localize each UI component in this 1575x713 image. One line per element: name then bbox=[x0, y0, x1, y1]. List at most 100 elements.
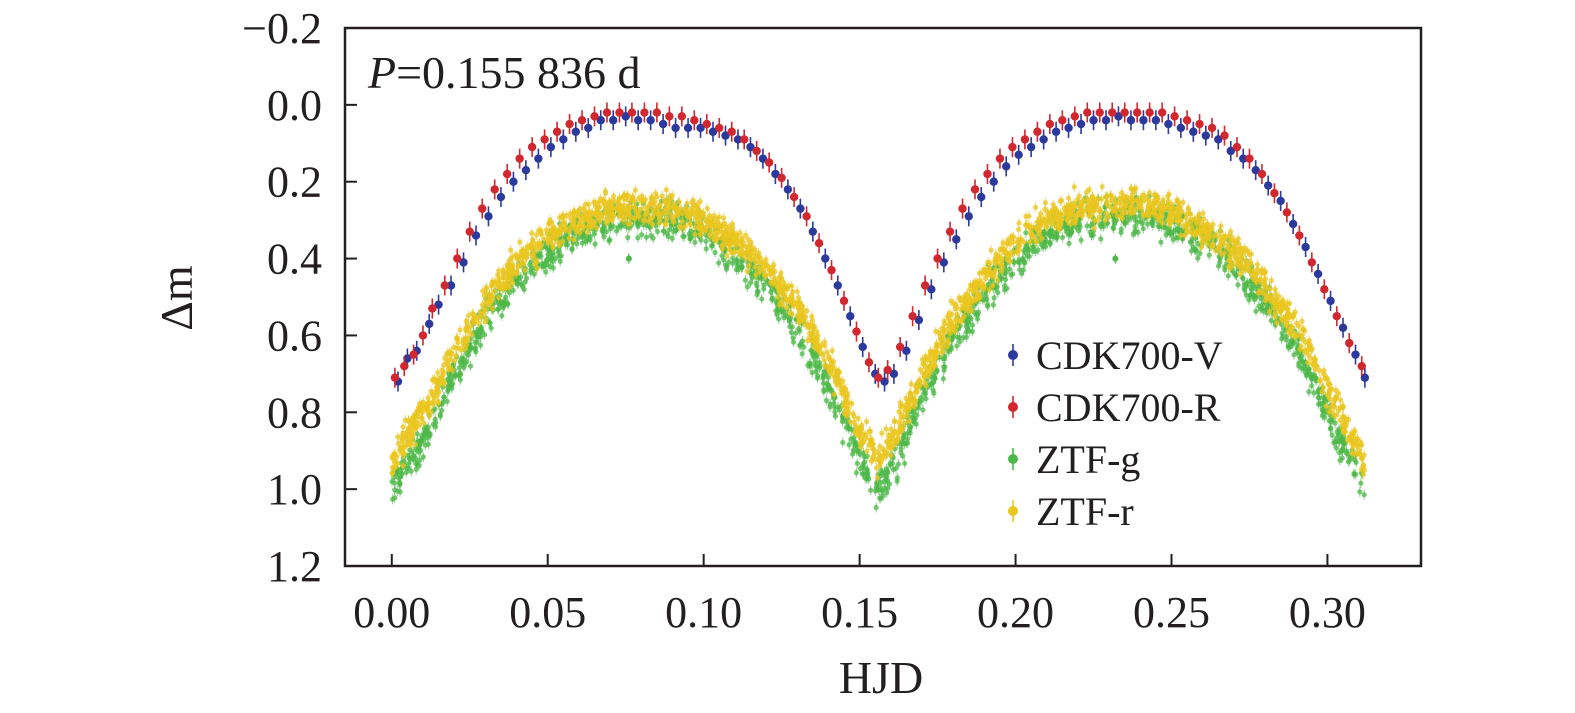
data-point bbox=[776, 316, 782, 322]
data-point bbox=[888, 452, 894, 459]
data-point bbox=[422, 442, 428, 448]
data-point bbox=[467, 363, 474, 369]
data-point bbox=[1332, 420, 1338, 426]
data-point bbox=[1110, 224, 1116, 231]
data-point bbox=[552, 256, 558, 262]
data-point bbox=[930, 387, 936, 393]
data-point bbox=[1169, 231, 1175, 237]
data-point bbox=[1088, 232, 1095, 239]
data-point bbox=[1279, 330, 1285, 336]
data-point bbox=[466, 352, 472, 358]
data-point bbox=[473, 345, 479, 351]
data-point bbox=[812, 358, 819, 365]
data-point bbox=[475, 334, 481, 340]
data-point bbox=[1321, 414, 1328, 421]
data-point bbox=[991, 295, 997, 301]
data-point bbox=[1311, 390, 1317, 396]
data-point bbox=[831, 400, 837, 407]
data-point bbox=[985, 302, 991, 308]
data-point bbox=[1258, 276, 1264, 282]
data-point bbox=[1001, 283, 1008, 289]
data-point bbox=[738, 258, 744, 265]
data-point bbox=[1067, 221, 1074, 227]
data-point bbox=[1328, 418, 1334, 425]
data-point bbox=[408, 468, 414, 474]
data-point bbox=[954, 343, 960, 349]
data-point bbox=[768, 289, 774, 295]
data-point bbox=[796, 326, 802, 332]
data-point bbox=[826, 385, 832, 391]
data-point bbox=[1241, 285, 1247, 291]
data-point bbox=[942, 364, 948, 370]
data-point bbox=[933, 328, 939, 334]
data-point bbox=[861, 465, 867, 471]
data-point bbox=[1322, 398, 1329, 404]
data-point bbox=[519, 283, 526, 289]
data-point bbox=[855, 415, 861, 422]
data-point bbox=[851, 413, 857, 419]
data-point bbox=[421, 420, 427, 426]
data-point bbox=[457, 377, 463, 383]
data-point bbox=[538, 228, 544, 234]
data-point bbox=[1243, 292, 1249, 298]
data-point bbox=[824, 380, 830, 387]
data-point bbox=[999, 275, 1005, 281]
data-point bbox=[748, 271, 755, 277]
data-point bbox=[654, 228, 661, 235]
data-point bbox=[668, 212, 674, 218]
data-point bbox=[922, 391, 928, 397]
data-point bbox=[584, 238, 590, 244]
data-point bbox=[1305, 359, 1311, 366]
data-point bbox=[397, 480, 403, 487]
data-point bbox=[820, 375, 826, 381]
data-point bbox=[692, 231, 698, 238]
data-point bbox=[418, 447, 424, 454]
data-point bbox=[769, 296, 775, 303]
data-point bbox=[397, 474, 404, 480]
data-point bbox=[648, 233, 654, 239]
data-point bbox=[1288, 338, 1294, 344]
data-point bbox=[1097, 214, 1103, 220]
data-point bbox=[407, 447, 413, 453]
data-point bbox=[786, 317, 792, 323]
data-point bbox=[931, 375, 937, 381]
data-point bbox=[902, 460, 908, 467]
data-point bbox=[743, 232, 749, 238]
data-point bbox=[394, 488, 401, 494]
data-point bbox=[649, 221, 655, 227]
data-point bbox=[1246, 297, 1252, 303]
data-point bbox=[546, 248, 552, 254]
data-point bbox=[579, 240, 586, 246]
data-point bbox=[1240, 275, 1246, 282]
data-point bbox=[738, 264, 744, 270]
data-point bbox=[843, 424, 849, 431]
data-point bbox=[543, 269, 549, 275]
data-point bbox=[617, 223, 623, 229]
data-point bbox=[885, 470, 891, 476]
data-point bbox=[1195, 255, 1201, 261]
data-point bbox=[1139, 220, 1146, 226]
data-point bbox=[632, 187, 639, 193]
data-point bbox=[827, 401, 833, 407]
data-point bbox=[460, 362, 466, 368]
data-point bbox=[542, 260, 548, 267]
data-point bbox=[557, 258, 563, 264]
data-point bbox=[503, 294, 509, 300]
data-point bbox=[1266, 308, 1273, 315]
data-point bbox=[885, 485, 891, 492]
data-point bbox=[853, 470, 859, 476]
data-point bbox=[489, 306, 495, 312]
data-layer bbox=[389, 102, 1370, 513]
data-point bbox=[1358, 480, 1364, 486]
data-point bbox=[809, 369, 815, 376]
data-point bbox=[403, 469, 409, 476]
data-point bbox=[898, 450, 904, 456]
data-point bbox=[510, 287, 516, 293]
data-point bbox=[1035, 247, 1041, 253]
data-point bbox=[1119, 215, 1125, 221]
data-point bbox=[1361, 492, 1367, 498]
data-point bbox=[544, 256, 550, 262]
data-point bbox=[1351, 470, 1357, 477]
data-point bbox=[1084, 223, 1090, 229]
